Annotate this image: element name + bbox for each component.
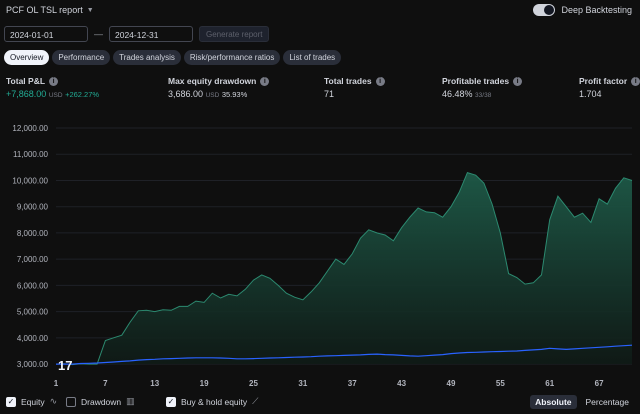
stat-unit: USD	[205, 92, 220, 99]
info-icon[interactable]: i	[260, 76, 270, 86]
x-tick-label: 1	[54, 379, 59, 386]
date-range-row: 2024-01-01 — 2024-12-31 Generate report	[4, 26, 270, 42]
tab-overview[interactable]: Overview	[4, 50, 50, 65]
y-tick-label: 4,000.00	[17, 334, 49, 343]
generate-report-button[interactable]: Generate report	[199, 26, 270, 42]
line-chart-icon: ⟋	[252, 396, 259, 406]
date-separator: —	[94, 29, 103, 39]
x-tick-label: 43	[397, 379, 406, 386]
chevron-down-icon: ▼	[86, 6, 94, 14]
report-title-dropdown[interactable]: PCF OL TSL report ▼	[6, 5, 94, 15]
percentage-option[interactable]: Percentage	[585, 397, 629, 407]
tab-trades-analysis[interactable]: Trades analysis	[113, 50, 181, 65]
legend-buyhold-label: Buy & hold equity	[181, 396, 248, 407]
stat-label: Max equity drawdown	[168, 76, 257, 86]
legend-buyhold[interactable]: ✓ Buy & hold equity ⟋	[166, 396, 258, 407]
x-tick-label: 67	[595, 379, 604, 386]
x-tick-label: 31	[298, 379, 307, 386]
buy-hold-line	[56, 344, 633, 365]
legend-drawdown-label: Drawdown	[81, 396, 122, 407]
y-tick-label: 11,000.00	[13, 150, 49, 159]
y-tick-label: 6,000.00	[17, 281, 49, 290]
legend-drawdown[interactable]: Drawdown ▥	[66, 396, 135, 407]
y-tick-label: 10,000.00	[12, 176, 48, 185]
tab-list-of-trades[interactable]: List of trades	[283, 50, 342, 65]
stat-total-trades: Total trades i 71	[324, 76, 385, 99]
equity-line	[55, 171, 633, 366]
stat-label: Total trades	[324, 76, 372, 86]
legend-equity[interactable]: ✓ Equity ∿	[6, 396, 57, 407]
checkbox-checked-icon[interactable]: ✓	[166, 396, 176, 407]
start-date-input[interactable]: 2024-01-01	[4, 26, 88, 42]
chart-legend-bar: ✓ Equity ∿ Drawdown ▥ ✓ Buy & hold equit…	[0, 394, 640, 412]
tab-risk-performance[interactable]: Risk/performance ratios	[183, 50, 281, 65]
absolute-option[interactable]: Absolute	[530, 395, 577, 409]
x-tick-label: 61	[545, 379, 554, 386]
toggle-knob	[544, 5, 555, 15]
stat-percent: +262.27%	[65, 90, 100, 99]
stat-value: 1.704	[579, 89, 602, 99]
report-tabs: Overview Performance Trades analysis Ris…	[4, 50, 342, 65]
report-header: PCF OL TSL report ▼ Deep Backtesting	[0, 0, 640, 22]
y-tick-label: 7,000.00	[17, 255, 49, 264]
x-tick-label: 49	[447, 379, 456, 386]
y-tick-label: 5,000.00	[17, 308, 49, 317]
stat-label: Profit factor	[579, 76, 628, 86]
stat-ratio: 33/38	[475, 92, 492, 99]
deep-backtesting-toggle[interactable]	[533, 4, 556, 16]
bar-chart-icon: ▥	[126, 396, 135, 406]
report-title: PCF OL TSL report	[6, 5, 83, 15]
stat-value: 3,686.00	[168, 89, 204, 99]
deep-backtesting-control: Deep Backtesting	[533, 4, 632, 16]
stat-value: +7,868.00	[6, 89, 47, 99]
checkbox-unchecked-icon[interactable]	[66, 396, 76, 407]
tab-performance[interactable]: Performance	[52, 50, 111, 65]
equity-chart[interactable]: 3,000.00 4,000.00 5,000.00 6,000.00 7,000.00…	[0, 124, 640, 386]
x-tick-label: 7	[103, 379, 108, 386]
x-tick-label: 13	[150, 379, 159, 386]
x-tick-label: 55	[496, 379, 505, 386]
summary-stats: Total P&L i +7,868.00 USD +262.27% Max eq…	[0, 76, 640, 102]
stat-label: Profitable trades	[442, 76, 510, 86]
info-icon[interactable]: i	[631, 76, 640, 86]
info-icon[interactable]: i	[513, 76, 523, 86]
stat-unit: USD	[48, 92, 63, 99]
equity-area	[56, 172, 632, 365]
scale-toggle: Absolute Percentage	[530, 395, 634, 409]
stat-profitable-trades: Profitable trades i 46.48% 33/38	[442, 76, 523, 99]
legend-equity-label: Equity	[21, 396, 45, 407]
y-tick-label: 9,000.00	[17, 203, 49, 212]
line-chart-icon: ∿	[49, 396, 58, 406]
stat-max-drawdown: Max equity drawdown i 3,686.00 USD 35.93%	[168, 76, 270, 99]
x-tick-label: 25	[249, 379, 258, 386]
stat-value: 71	[324, 89, 335, 99]
x-tick-label: 19	[200, 379, 209, 386]
info-icon[interactable]: i	[49, 76, 59, 86]
stat-value: 46.48%	[442, 89, 473, 99]
y-tick-label: 12,000.00	[12, 124, 48, 133]
stat-label: Total P&L	[6, 76, 46, 86]
stat-profit-factor: Profit factor i 1.704	[579, 76, 640, 99]
end-date-input[interactable]: 2024-12-31	[109, 26, 193, 42]
y-tick-label: 8,000.00	[17, 229, 49, 238]
checkbox-checked-icon[interactable]: ✓	[6, 396, 16, 407]
x-tick-label: 37	[348, 379, 357, 386]
y-tick-label: 3,000.00	[17, 360, 49, 369]
stat-total-pnl: Total P&L i +7,868.00 USD +262.27%	[6, 76, 99, 99]
info-icon[interactable]: i	[375, 76, 385, 86]
tradingview-logo-icon: 17	[58, 358, 72, 373]
stat-percent: 35.93%	[221, 90, 248, 99]
deep-backtesting-label: Deep Backtesting	[561, 5, 632, 15]
